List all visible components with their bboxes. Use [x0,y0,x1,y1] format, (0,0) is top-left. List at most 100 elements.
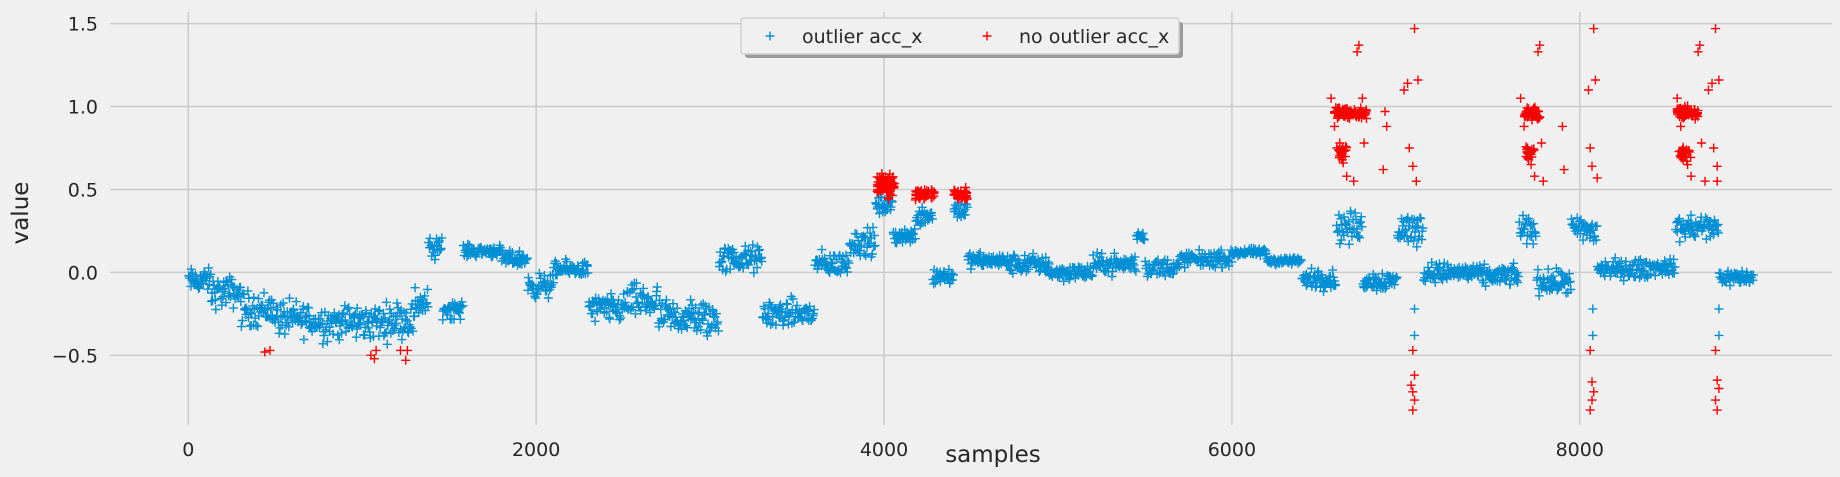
data-point [360,330,370,340]
data-point [1526,220,1536,230]
data-point [1670,262,1680,272]
data-point [1683,160,1693,170]
x-tick-label: 2000 [512,439,560,461]
data-point [1427,258,1437,267]
data-point [203,284,213,294]
data-point [322,337,332,347]
data-point [854,246,864,256]
data-point [1535,40,1545,50]
data-point [652,282,662,292]
data-point [210,295,220,305]
data-point [962,202,972,212]
data-point [1410,304,1419,314]
data-point [1139,235,1149,245]
data-point [1712,226,1722,236]
data-point [1331,280,1341,290]
data-point [408,326,418,336]
data-point [1380,107,1390,116]
legend-entry-no-outlier: no outlier acc_x [1019,26,1169,48]
data-point [638,283,648,293]
data-point [1180,252,1189,262]
data-point [435,245,445,255]
data-point [949,270,958,280]
data-point [266,304,276,314]
data-point [716,258,726,268]
data-point [1672,93,1682,103]
data-point [1328,265,1338,275]
data-point [1352,224,1362,234]
data-point [1704,85,1713,95]
data-point [1585,345,1595,355]
data-point [1634,256,1644,265]
data-point [1678,144,1688,154]
data-point [660,315,669,325]
data-point [661,295,671,305]
data-point [746,247,756,256]
data-point [1587,377,1597,387]
legend-marker-outlier [765,31,775,41]
data-point [1529,219,1539,229]
data-point [870,241,880,251]
data-point [929,188,939,198]
data-point [463,239,473,249]
data-point [602,307,612,317]
data-point [927,193,937,203]
data-point [1527,152,1537,162]
data-point [1684,146,1694,156]
data-point [254,294,263,304]
data-point [883,186,893,196]
data-point [867,249,877,259]
data-point [392,298,402,308]
data-point [1584,85,1593,95]
data-point [1589,24,1599,34]
data-point [1543,264,1553,274]
data-points [184,24,1758,415]
data-point [878,184,888,194]
data-point [548,278,558,288]
data-point [861,251,871,260]
x-tick-label: 6000 [1208,439,1256,461]
data-point [1700,176,1710,186]
data-point [691,303,701,313]
data-point [949,189,959,199]
data-point [1259,244,1269,254]
data-point [1354,40,1364,50]
data-point [757,256,767,266]
data-point [859,231,869,241]
legend-entry-outlier: outlier acc_x [802,26,923,48]
data-point [1131,266,1141,276]
data-point [614,295,623,305]
data-point [534,268,544,278]
data-point [764,298,774,308]
data-point [929,279,939,289]
data-point [887,190,897,200]
y-tick-label: −0.5 [52,345,98,367]
data-point [455,314,465,324]
data-point [1099,265,1109,275]
data-point [696,325,706,335]
data-point [369,354,379,364]
data-point [1566,285,1576,294]
data-point [422,298,432,308]
data-point [1326,93,1336,103]
data-point [423,302,433,312]
y-tick-label: 1.0 [68,97,98,119]
data-point [1489,274,1499,284]
data-point [1336,148,1346,158]
data-point [1534,106,1543,116]
data-point [1706,217,1716,226]
data-point [455,308,464,318]
data-point [1516,93,1526,103]
data-point [1356,217,1365,227]
data-point [788,294,798,304]
data-point [1330,121,1339,131]
data-point [299,335,309,344]
data-point [186,264,196,274]
data-point [1109,248,1119,258]
data-point [1533,265,1543,275]
data-point [1352,47,1362,57]
data-point [729,247,739,257]
data-point [1564,277,1573,287]
data-point [562,257,572,267]
